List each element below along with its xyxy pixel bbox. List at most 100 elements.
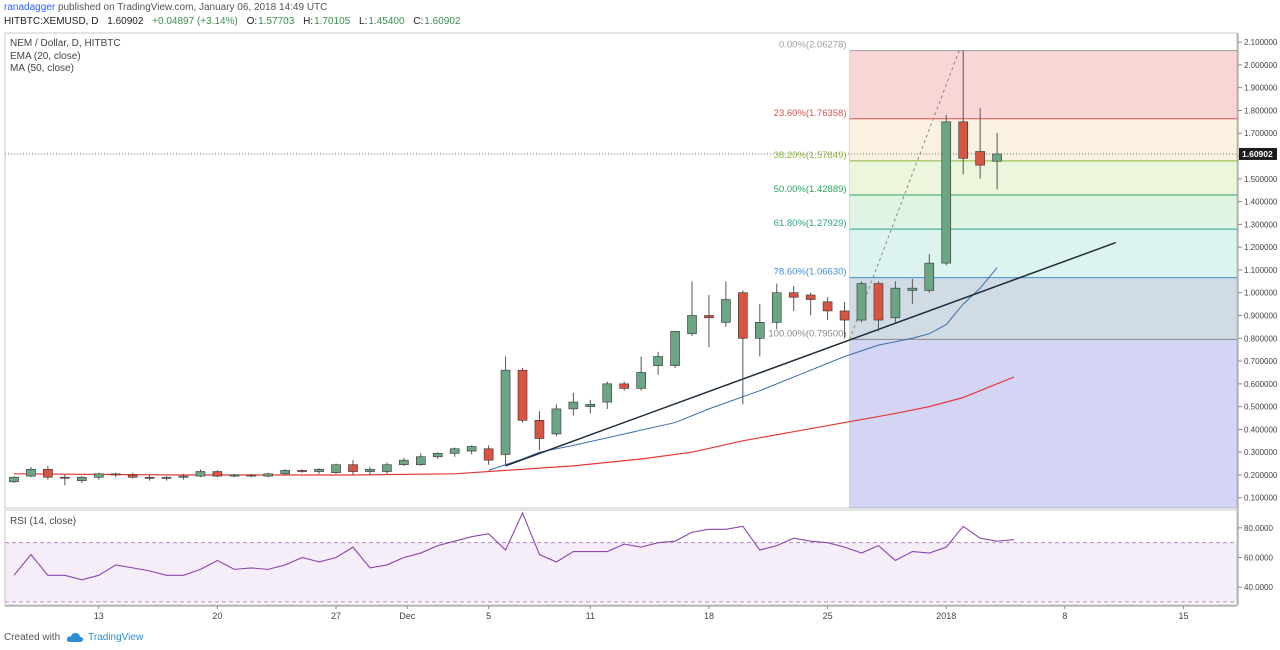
ema-20-line [488, 267, 998, 471]
price-tick-label: 2.000000 [1244, 61, 1278, 70]
fib-zone [849, 277, 1237, 340]
candle [195, 471, 206, 477]
time-tick-label: 8 [1062, 611, 1067, 621]
price-tick-label: 1.700000 [1244, 129, 1278, 138]
candle [771, 292, 782, 323]
time-tick-label: 11 [586, 611, 595, 621]
candle [382, 464, 392, 472]
rsi-legend[interactable]: RSI (14, close) [10, 516, 77, 527]
price-tick-label: 0.300000 [1244, 448, 1278, 457]
candle [466, 446, 477, 452]
candle [432, 453, 443, 458]
candle [958, 121, 969, 159]
low-value: 1.45400 [368, 16, 405, 27]
price-chart[interactable]: 0.00%(2.06278) 23.60%(1.76358) 38.20%(1.57… [0, 30, 1280, 642]
candle [9, 476, 19, 483]
candle [365, 468, 375, 472]
price-tick-label: 1.400000 [1244, 198, 1278, 207]
time-tick-label: Dec [399, 611, 416, 621]
fib-level-label: 61.80%(1.27929) [774, 218, 847, 229]
price-tick-label: 0.200000 [1244, 471, 1278, 480]
candle [585, 404, 596, 407]
candle [738, 292, 748, 339]
price-tick-label: 0.800000 [1244, 334, 1278, 343]
candle [297, 470, 307, 472]
author-link[interactable]: ranadagger [4, 2, 56, 13]
ma-50-line [13, 376, 1015, 476]
time-tick-label: 25 [823, 611, 833, 621]
candle [704, 315, 714, 319]
candle [144, 476, 155, 479]
price-tick-label: 2.100000 [1244, 38, 1278, 47]
ema-legend[interactable]: EMA (20, close) [10, 51, 81, 62]
fib-level-label: 38.20%(1.57849) [774, 150, 847, 161]
candle [975, 151, 985, 166]
fib-extension-zone [849, 339, 1237, 508]
price-tick-label: 1.200000 [1244, 243, 1278, 252]
ohlc-bar: HITBTC:XEMUSD, D 1.60902 +0.04897 (+3.14… [4, 16, 461, 27]
price-tick-label: 0.100000 [1244, 494, 1278, 503]
time-tick-label: 27 [331, 611, 341, 621]
ma-legend[interactable]: MA (50, close) [10, 63, 74, 74]
footer: Created with TradingView [4, 632, 143, 643]
candle [534, 419, 545, 439]
fib-level-label: 0.00%(2.06278) [779, 40, 847, 51]
price-tick-label: 0.500000 [1244, 403, 1278, 412]
price-tick-label: 1.900000 [1244, 84, 1278, 93]
price-tag [1239, 147, 1277, 160]
candle [280, 470, 291, 475]
candle [924, 262, 935, 291]
candle [636, 372, 646, 389]
fib-zone [849, 160, 1237, 196]
rsi-tick-label: 40.0000 [1244, 583, 1273, 592]
candle [314, 468, 324, 472]
price-tick-label: 1.100000 [1244, 266, 1278, 275]
price-tick-label: 0.900000 [1244, 311, 1278, 320]
candle [399, 459, 409, 466]
time-tick-label: 2018 [936, 611, 956, 621]
last-price: 1.60902 [107, 16, 144, 27]
candle [229, 474, 240, 477]
price-change: +0.04897 (+3.14%) [152, 16, 238, 27]
chart-title: NEM / Dollar, D, HITBTC [10, 38, 121, 49]
candle [246, 474, 257, 477]
candle [93, 473, 104, 478]
candle [127, 474, 138, 478]
candle [331, 464, 341, 473]
price-tick-label: 0.400000 [1244, 425, 1278, 434]
price-tick-label: 0.700000 [1244, 357, 1278, 366]
trend-line [505, 241, 1117, 467]
tradingview-logo[interactable]: TradingView [66, 632, 143, 643]
candle [670, 331, 680, 366]
candle [77, 476, 87, 481]
candle [839, 310, 850, 321]
price-tick-label: 1.000000 [1244, 289, 1278, 298]
price-tick-label: 1.300000 [1244, 220, 1278, 229]
candle [60, 476, 70, 479]
price-tick-label: 1.500000 [1244, 175, 1278, 184]
created-with-text: Created with [4, 632, 61, 643]
candle [619, 383, 630, 389]
high-value: 1.70105 [314, 16, 351, 27]
candle [178, 475, 189, 478]
rsi-tick-label: 60.0000 [1244, 554, 1273, 563]
rsi-pane-frame [4, 509, 1238, 606]
price-tick-label: 1.800000 [1244, 106, 1278, 115]
candle [415, 456, 426, 466]
candle [822, 301, 833, 312]
candle [907, 287, 918, 291]
close-value: 1.60902 [424, 16, 461, 27]
symbol-label: HITBTC:XEMUSD, D [4, 16, 99, 27]
candle [992, 153, 1002, 162]
fib-level-label: 100.00%(0.79500) [768, 328, 846, 339]
candle [500, 369, 511, 455]
candle [263, 473, 274, 477]
open-value: 1.57703 [258, 16, 295, 27]
cloud-icon [66, 632, 84, 642]
fib-zone [849, 50, 1237, 119]
candle [551, 408, 562, 435]
fib-zone [849, 195, 1237, 230]
fib-zone [849, 229, 1237, 278]
candle [805, 294, 816, 300]
candle [212, 471, 223, 477]
